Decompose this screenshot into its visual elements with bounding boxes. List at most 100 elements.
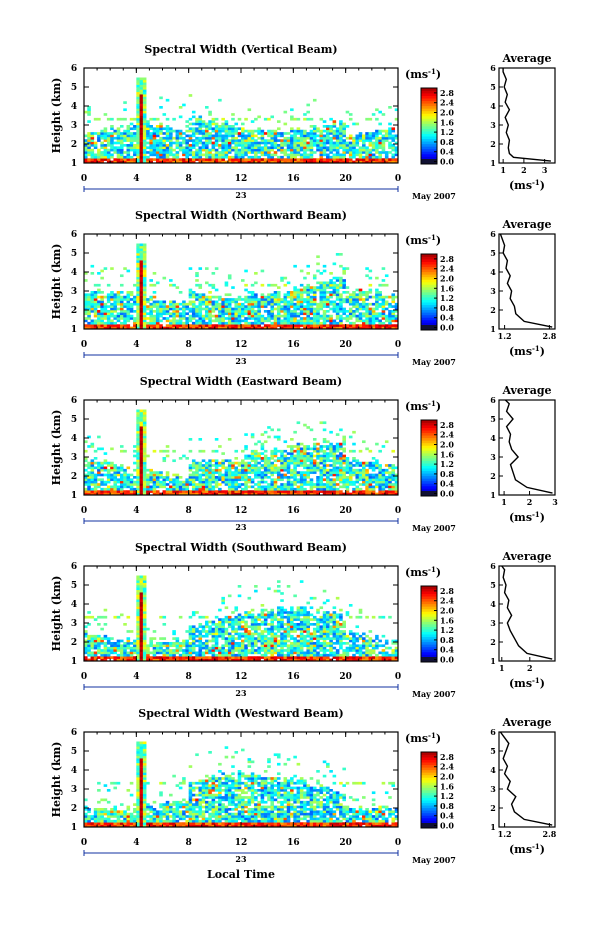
avg-y-tick-label: 3 [490, 286, 496, 296]
colorbar-unit: (ms-1) [405, 399, 441, 414]
colorbar-segment [421, 90, 437, 94]
x-tick-label: 16 [287, 340, 300, 350]
colorbar-segment [421, 621, 437, 625]
colorbar-segment [421, 266, 437, 270]
x-tick-label: 0 [81, 506, 87, 516]
colorbar-segment [421, 292, 437, 295]
avg-y-tick-label: 2 [490, 803, 496, 813]
x-tick-label: 8 [186, 340, 192, 350]
avg-x-tick-label: 1 [500, 165, 506, 175]
colorbar-segment [421, 103, 437, 107]
date-label: May 2007 [412, 855, 456, 865]
colorbar-segment [421, 787, 437, 791]
date-label: May 2007 [412, 191, 456, 201]
colorbar-segment [421, 299, 437, 303]
colorbar-segment [421, 651, 437, 655]
colorbar-tick-label: 0.8 [440, 137, 454, 147]
y-tick-label: 5 [71, 415, 77, 425]
y-tick-label: 1 [71, 491, 77, 501]
colorbar-segment [421, 608, 437, 612]
average-unit: (ms-1) [509, 676, 545, 691]
y-axis-label: Height (km) [50, 244, 63, 320]
y-tick-label: 6 [71, 562, 77, 572]
y-tick-label: 3 [71, 785, 77, 795]
colorbar-tick-label: 0.4 [440, 479, 454, 489]
colorbar-segment [421, 593, 437, 597]
colorbar-segment [421, 455, 437, 459]
colorbar-segment [421, 641, 437, 645]
colorbar-segment [421, 629, 437, 632]
day-label: 23 [235, 190, 247, 200]
average-title: Average [501, 716, 551, 729]
avg-y-tick-label: 3 [490, 784, 496, 794]
avg-y-tick-label: 2 [490, 305, 496, 315]
colorbar-segment [421, 654, 437, 658]
colorbar-segment [421, 430, 437, 434]
avg-y-tick-label: 1 [490, 822, 496, 832]
colorbar-unit: (ms-1) [405, 565, 441, 580]
colorbar-segment [421, 611, 437, 615]
colorbar-unit: (ms-1) [405, 233, 441, 248]
colorbar-segment [421, 772, 437, 776]
x-tick-label: 12 [235, 174, 248, 184]
colorbar-segment [421, 470, 437, 474]
avg-y-tick-label: 2 [490, 139, 496, 149]
avg-x-tick-label: 1 [499, 663, 505, 673]
day-label: 23 [235, 854, 247, 864]
day-label: 23 [235, 522, 247, 532]
colorbar-tick-label: 0.4 [440, 147, 454, 157]
avg-y-tick-label: 5 [490, 746, 496, 756]
y-tick-label: 5 [71, 249, 77, 259]
colorbar-segment [421, 312, 437, 316]
colorbar-segment [421, 588, 437, 592]
x-tick-label: 12 [235, 672, 248, 682]
average-frame [498, 67, 556, 164]
y-tick-label: 3 [71, 287, 77, 297]
colorbar-tick-label: 0.4 [440, 645, 454, 655]
panel-4: Spectral Width (Southward Beam)0 4 8 12 16 20… [50, 541, 556, 699]
avg-y-tick-label: 6 [490, 395, 496, 405]
colorbar-segment [421, 281, 437, 285]
colorbar-segment [421, 802, 437, 806]
average-title: Average [501, 52, 551, 65]
colorbar-segment [421, 626, 437, 630]
colorbar-segment [421, 151, 437, 155]
avg-y-tick-label: 5 [490, 82, 496, 92]
colorbar-tick-label: 0.0 [440, 157, 454, 167]
colorbar-segment [421, 440, 437, 444]
x-tick-label: 20 [339, 506, 352, 516]
heatmap-cells [84, 409, 399, 496]
avg-y-tick-label: 6 [490, 727, 496, 737]
colorbar-segment [421, 432, 437, 436]
colorbar-segment [421, 297, 437, 300]
colorbar-segment [421, 322, 437, 326]
colorbar-segment [421, 98, 437, 102]
colorbar-underflow [421, 325, 437, 330]
y-tick-label: 1 [71, 657, 77, 667]
colorbar-segment [421, 422, 437, 426]
avg-y-tick-label: 6 [490, 229, 496, 239]
colorbar-segment [421, 774, 437, 778]
x-tick-label: 12 [235, 506, 248, 516]
colorbar-segment [421, 447, 437, 451]
x-tick-label: 4 [133, 174, 139, 184]
colorbar-segment [421, 807, 437, 811]
avg-y-tick-label: 5 [490, 414, 496, 424]
x-tick-label: 0 [395, 506, 401, 516]
colorbar-segment [421, 752, 437, 755]
avg-y-tick-label: 1 [490, 324, 496, 334]
colorbar-segment [421, 279, 437, 283]
colorbar-segment [421, 616, 437, 620]
avg-y-tick-label: 2 [490, 471, 496, 481]
colorbar-segment [421, 128, 437, 132]
colorbar-tick-label: 0.8 [440, 303, 454, 313]
colorbar-segment [421, 93, 437, 96]
colorbar-segment [421, 757, 437, 760]
y-tick-label: 1 [71, 823, 77, 833]
avg-y-tick-label: 4 [490, 599, 496, 609]
colorbar-tick-label: 2.4 [440, 264, 454, 274]
colorbar-segment [421, 425, 437, 428]
colorbar-segment [421, 644, 437, 648]
colorbar-tick-label: 2.4 [440, 98, 454, 108]
colorbar-segment [421, 120, 437, 124]
